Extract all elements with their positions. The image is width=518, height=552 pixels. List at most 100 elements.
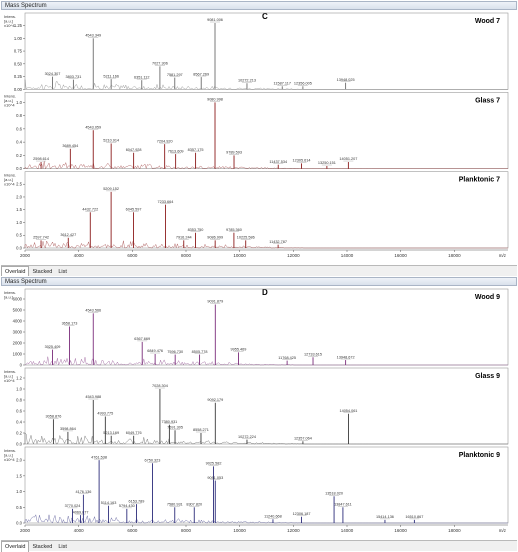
series-name: Planktonic 9	[459, 452, 500, 459]
peak-label: 9785.360	[226, 228, 242, 232]
peak-label: 12356.005	[294, 81, 312, 85]
peak-label: 8567.269	[193, 72, 209, 76]
y-tick-label: 0.5	[16, 233, 22, 238]
x-tick-label: 6000	[127, 528, 138, 533]
y-axis-exponent: x10^4	[4, 457, 15, 462]
tab-list[interactable]: List	[58, 544, 67, 550]
peak-label: 3803.731	[65, 75, 81, 79]
peak-label: 11768.425	[278, 356, 296, 360]
peak-label: 3689.454	[62, 144, 78, 148]
peak-label: 5114.163	[101, 501, 117, 505]
tab-stacked[interactable]: Stacked	[32, 269, 53, 275]
spectrum-baseline	[24, 356, 508, 366]
peak-label: 14051.207	[339, 157, 357, 161]
window-title: Mass Spectrum	[5, 3, 47, 9]
series-name: Wood 7	[475, 18, 500, 25]
peak-label: 6750.323	[145, 458, 161, 462]
y-axis-label: Intens.	[4, 369, 16, 374]
y-tick-label: 0.4	[16, 420, 22, 425]
spectrum-baseline	[24, 514, 508, 524]
peak-label: 7596.730	[167, 350, 183, 354]
window-title: Mass Spectrum	[5, 279, 47, 285]
peak-label: 13847.611	[334, 502, 352, 506]
y-tick-label: 0	[20, 363, 23, 368]
y-axis-unit: [a.u.]	[4, 453, 13, 458]
y-tick-label: 0.0	[16, 521, 22, 526]
series-name: Glass 7	[475, 97, 500, 104]
view-tab-bar: Overlaid Stacked List	[1, 540, 517, 552]
window-title-bar: Mass Spectrum	[1, 1, 517, 10]
peak-label: 9025.582	[206, 462, 222, 466]
peak-label: 3024.307	[45, 72, 61, 76]
peak-label: 12733.615	[304, 353, 322, 357]
x-axis-unit: m/z	[499, 528, 507, 533]
y-tick-label: 1.00	[14, 36, 23, 41]
peak-label: 12357.064	[294, 436, 312, 440]
y-axis-label: Intens.	[4, 93, 16, 98]
peak-label: 8505.778	[192, 350, 208, 354]
x-tick-label: 8000	[181, 253, 192, 258]
peak-label: 9091.879	[207, 300, 223, 304]
tab-stacked[interactable]: Stacked	[32, 544, 53, 550]
x-tick-label: 18000	[448, 253, 461, 258]
peak-label: 4993.775	[97, 412, 113, 416]
peak-label: 11240.668	[264, 514, 282, 518]
y-tick-label: 2.0	[16, 458, 22, 463]
y-tick-label: 0.75	[14, 49, 23, 54]
peak-label: 6153.789	[129, 499, 145, 503]
peak-label: 9091.053	[207, 476, 223, 480]
x-tick-label: 10000	[233, 528, 246, 533]
y-tick-label: 0.5	[16, 505, 22, 510]
y-tick-label: 0.2	[16, 153, 22, 158]
y-tick-label: 1000	[13, 352, 23, 357]
peak-label: 7580.931	[167, 502, 183, 506]
x-axis-unit: m/z	[499, 253, 507, 258]
tab-list[interactable]: List	[58, 269, 67, 275]
y-tick-label: 0.6	[16, 409, 22, 414]
y-tick-label: 1.2	[16, 376, 22, 381]
peak-label: 11437.534	[269, 160, 287, 164]
peak-label: 6045.597	[126, 207, 142, 211]
peak-label: 4761.538	[91, 455, 107, 459]
x-tick-label: 6000	[127, 253, 138, 258]
peak-label: 3025.409	[45, 345, 61, 349]
peak-label: 7581.297	[167, 73, 183, 77]
peak-label: 4543.988	[85, 395, 101, 399]
peak-label: 11432.787	[269, 240, 287, 244]
peak-label: 5213.169	[103, 431, 119, 435]
peak-label: 9789.593	[226, 151, 242, 155]
peak-label: 13948.672	[337, 355, 355, 359]
y-tick-label: 2.0	[16, 194, 22, 199]
panel-letter: D	[262, 288, 268, 297]
window-title-bar: Mass Spectrum	[1, 277, 517, 286]
peak-label: 6351.112	[134, 75, 150, 79]
y-axis-exponent: x10^4	[4, 23, 15, 28]
peak-label: 9086.999	[207, 236, 223, 240]
x-tick-label: 8000	[181, 528, 192, 533]
tab-overlaid[interactable]: Overlaid	[1, 541, 30, 552]
y-tick-label: 0.00	[14, 87, 23, 92]
peak-label: 6367.669	[134, 337, 150, 341]
x-tick-label: 4000	[74, 528, 85, 533]
y-tick-label: 0.0	[16, 246, 22, 251]
peak-label: 4543.566	[85, 309, 101, 313]
peak-label: 5794.430	[119, 504, 135, 508]
y-axis-label: Intens.	[4, 448, 16, 453]
peak-label: 2597.742	[33, 236, 49, 240]
tab-overlaid[interactable]: Overlaid	[1, 266, 30, 277]
y-tick-label: 1.0	[16, 489, 22, 494]
y-tick-label: 3000	[13, 330, 23, 335]
peak-label: 9080.998	[207, 98, 223, 102]
peak-label: 8357.175	[188, 148, 204, 152]
y-axis-label: Intens.	[4, 290, 16, 295]
view-tab-bar: Overlaid Stacked List	[1, 265, 517, 277]
x-tick-label: 12000	[287, 528, 300, 533]
y-tick-label: 1.0	[16, 387, 22, 392]
peak-label: 6849.476	[147, 349, 163, 353]
y-tick-label: 0.4	[16, 140, 22, 145]
peak-label: 5211.166	[103, 74, 119, 78]
x-tick-label: 12000	[287, 253, 300, 258]
y-tick-label: 1.5	[16, 207, 22, 212]
y-tick-label: 0.6	[16, 126, 22, 131]
x-tick-label: 16000	[394, 528, 407, 533]
